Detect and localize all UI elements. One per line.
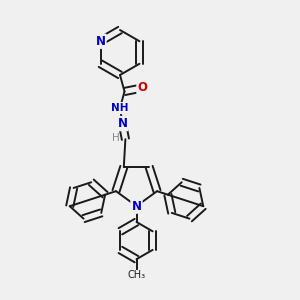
Text: H: H — [112, 133, 120, 143]
Text: N: N — [117, 117, 128, 130]
Text: N: N — [131, 200, 142, 213]
Text: CH₃: CH₃ — [128, 270, 146, 280]
Text: O: O — [137, 81, 148, 94]
Text: NH: NH — [111, 103, 129, 113]
Text: N: N — [95, 35, 106, 48]
